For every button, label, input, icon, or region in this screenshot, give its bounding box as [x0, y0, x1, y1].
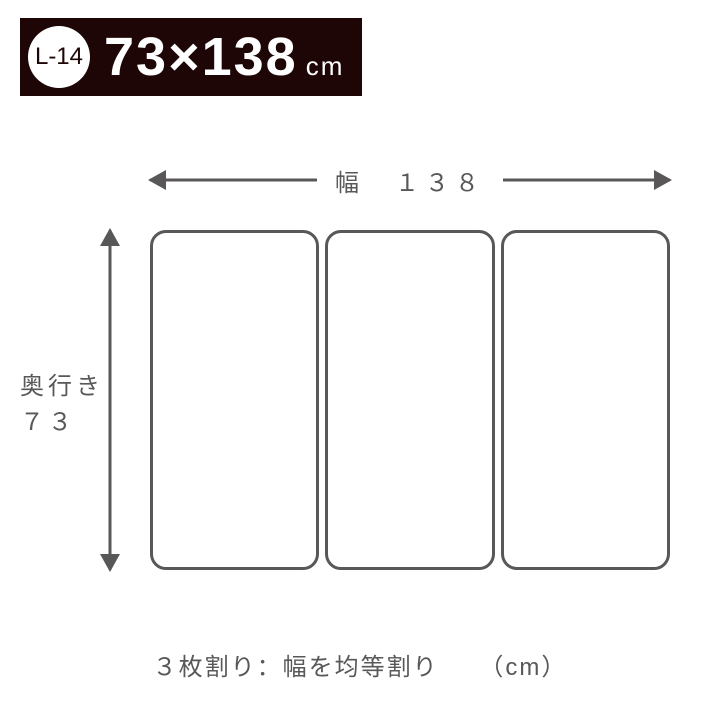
dimension-diagram: 幅 １３８ 奥行き ７３: [20, 160, 700, 620]
width-arrow: 幅 １３８: [150, 160, 670, 200]
dims-unit: cm: [306, 51, 345, 82]
arrow-head-down-icon: [100, 554, 120, 572]
depth-label: 奥行き ７３: [20, 365, 104, 445]
arrow-head-up-icon: [100, 228, 120, 246]
arrow-head-right-icon: [654, 170, 672, 190]
depth-label-line1: 奥行き: [20, 373, 104, 400]
depth-label-line2: ７３: [20, 409, 76, 436]
panel: [150, 230, 319, 570]
panel: [325, 230, 494, 570]
panel: [501, 230, 670, 570]
caption-text: ３枚割り：幅を均等割り: [153, 654, 439, 681]
dims-value: 73×138: [104, 26, 298, 88]
size-code: L-14: [35, 43, 83, 71]
depth-arrow-line: [109, 230, 112, 570]
caption: ３枚割り：幅を均等割り （cm）: [0, 647, 720, 682]
width-label: 幅 １３８: [317, 163, 503, 198]
caption-unit: （cm）: [479, 654, 567, 681]
size-code-badge: L-14: [28, 26, 90, 88]
arrow-head-left-icon: [148, 170, 166, 190]
size-badge-bar: L-14 73×138 cm: [20, 18, 362, 96]
panel-group: [150, 230, 670, 570]
size-dimensions: 73×138 cm: [104, 26, 344, 88]
